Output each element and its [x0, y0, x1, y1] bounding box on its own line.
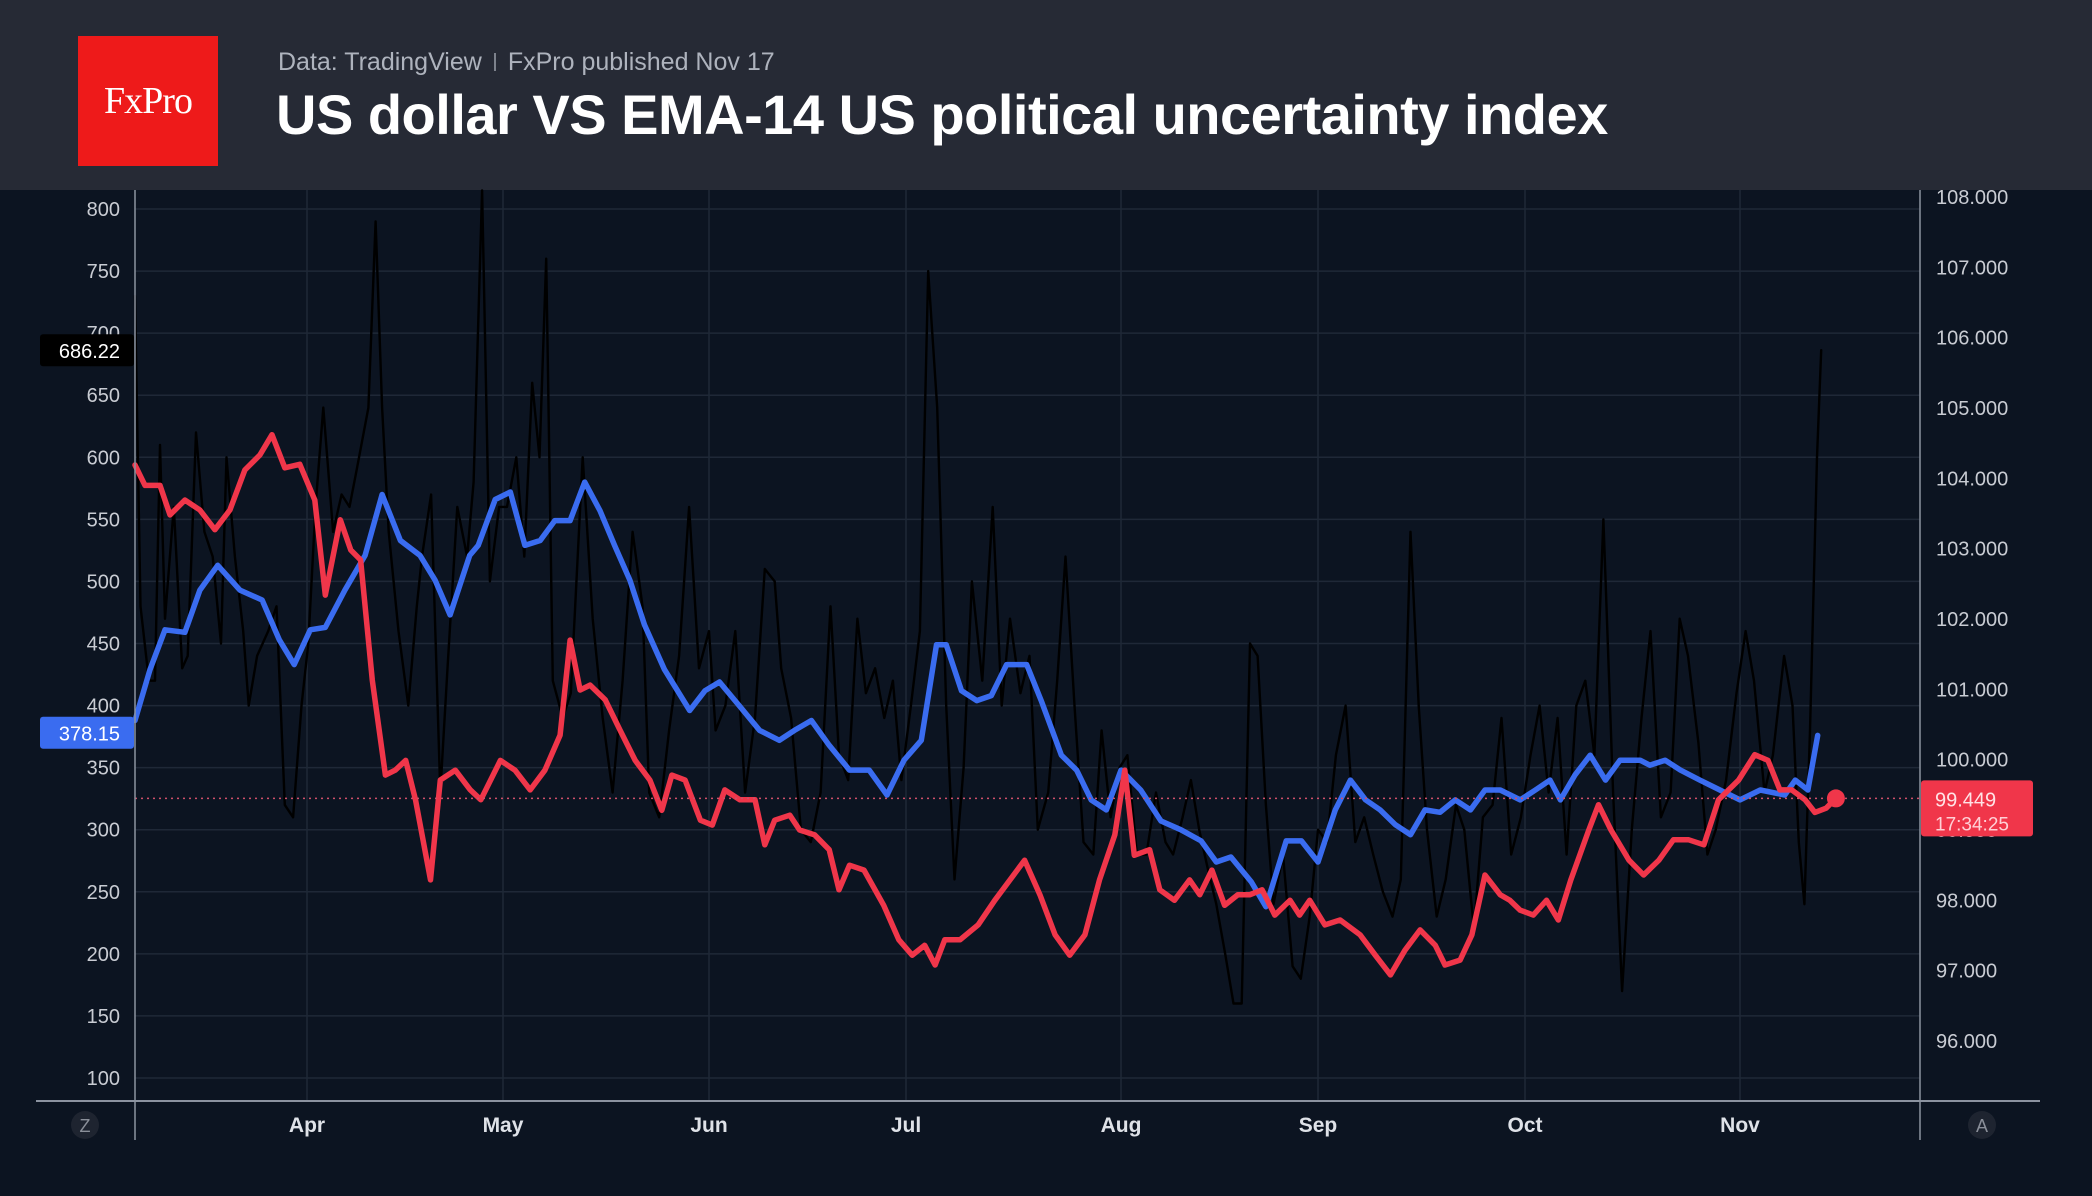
x-axis-month-label: Aug [1101, 1114, 1142, 1137]
left-axis-tick-label: 250 [87, 882, 120, 904]
right-axis-tick-label: 108.000 [1936, 187, 2008, 209]
dollar-value-tag-bg [1921, 780, 2033, 837]
left-axis-tick-label: 450 [87, 634, 120, 656]
left-axis-tick-label: 500 [87, 571, 120, 593]
right-axis-tick-label: 98.000 [1936, 890, 1997, 912]
right-axis-tick-label: 105.000 [1936, 398, 2008, 420]
left-axis-tick-label: 800 [87, 199, 120, 221]
right-axis-tick-label: 104.000 [1936, 468, 2008, 490]
header-bar: FxPro Data: TradingView FxPro published N… [0, 0, 2092, 190]
dollar-countdown-text: 17:34:25 [1935, 814, 2009, 835]
raw-index-value-tag-text: 686.22 [59, 341, 120, 363]
plot-background [0, 190, 2092, 1196]
data-source: Data: TradingView [278, 48, 482, 76]
chart-title: US dollar VS EMA-14 US political uncerta… [276, 83, 1608, 146]
chart-subtitle: Data: TradingView FxPro published Nov 17 [278, 48, 775, 77]
right-axis-tick-label: 100.000 [1936, 750, 2008, 772]
right-scale-button-label[interactable]: A [1976, 1116, 1988, 1136]
x-axis-month-label: Jul [891, 1114, 921, 1137]
series-line-uncertainty-ema [132, 479, 1821, 910]
logo-text: FxPro [104, 80, 193, 122]
left-axis-tick-label: 750 [87, 261, 120, 283]
left-axis-tick-label: 100 [87, 1068, 120, 1090]
axes-layer: 8007507006506005505004504003503002502001… [36, 187, 2040, 1140]
right-axis-tick-label: 97.000 [1936, 961, 1997, 983]
series-layer [132, 189, 1920, 1005]
right-axis-tick-label: 106.000 [1936, 328, 2008, 350]
left-axis-tick-label: 400 [87, 696, 120, 718]
left-scale-button-bg[interactable] [71, 1111, 99, 1139]
left-axis-tick-label: 550 [87, 509, 120, 531]
x-axis-month-label: Apr [289, 1114, 325, 1137]
left-axis-tick-label: 350 [87, 758, 120, 780]
fxpro-logo: FxPro [78, 36, 218, 166]
dollar-value-text: 99.449 [1935, 789, 1996, 811]
x-axis-month-label: Sep [1299, 1114, 1338, 1137]
last-price-dot [1826, 789, 1845, 808]
x-axis-month-label: May [483, 1114, 524, 1137]
separator [493, 53, 496, 71]
published-date: FxPro published Nov 17 [507, 48, 775, 76]
x-axis-month-label: Jun [690, 1114, 727, 1137]
right-axis-tick-label: 101.000 [1936, 679, 2008, 701]
raw-index-value-tag: 686.22 [40, 334, 134, 367]
right-scale-button-bg[interactable] [1968, 1111, 1996, 1139]
grid-lines [0, 190, 2092, 1196]
x-axis-month-label: Nov [1720, 1114, 1760, 1137]
right-axis-tick-label: 96.000 [1936, 1031, 1997, 1053]
right-axis-tick-label: 103.000 [1936, 539, 2008, 561]
left-scale-button[interactable]: Z [71, 1111, 99, 1139]
left-scale-button-label[interactable]: Z [80, 1116, 91, 1136]
left-axis-tick-label: 300 [87, 820, 120, 842]
ema-value-tag-bg [40, 716, 134, 749]
right-scale-button[interactable]: A [1968, 1111, 1996, 1139]
raw-index-value-tag-bg [40, 334, 134, 367]
series-line-dollar-index [132, 431, 1839, 978]
dollar-value-tag: 99.449 17:34:25 [1921, 780, 2033, 837]
left-axis-tick-label: 600 [87, 447, 120, 469]
x-axis-month-label: Oct [1507, 1114, 1542, 1137]
ema-value-tag: 378.15 [40, 716, 134, 749]
left-axis-tick-label: 200 [87, 944, 120, 966]
left-axis-tick-label: 150 [87, 1006, 120, 1028]
right-axis-tick-label: 102.000 [1936, 609, 2008, 631]
series-line-uncertainty-raw [133, 189, 1823, 1005]
ema-value-tag-text: 378.15 [59, 724, 120, 746]
right-axis-tick-label: 107.000 [1936, 257, 2008, 279]
left-axis-tick-label: 650 [87, 385, 120, 407]
